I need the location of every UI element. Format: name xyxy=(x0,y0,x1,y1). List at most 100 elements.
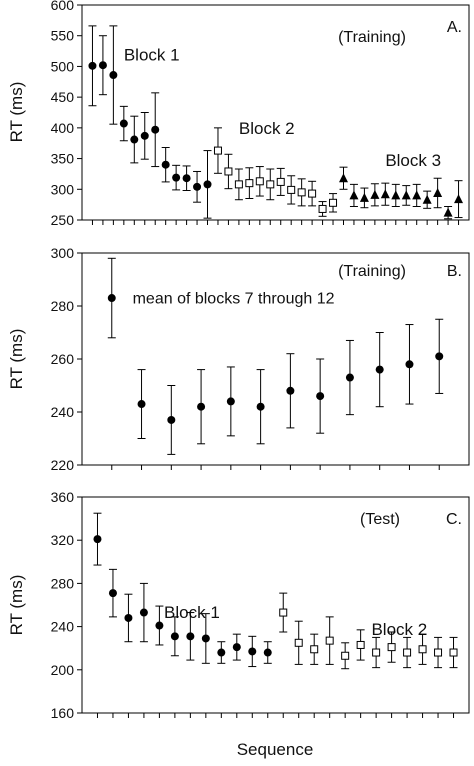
data-point xyxy=(203,180,212,189)
y-axis-label: RT (ms) xyxy=(7,82,26,143)
data-point xyxy=(107,294,116,303)
data-point xyxy=(224,167,233,176)
block-labels: Block 1 Block 2 Block 3 xyxy=(124,45,441,170)
y-tick-label: 600 xyxy=(51,0,75,13)
data-marks xyxy=(93,512,458,670)
y-tick-label: 200 xyxy=(51,662,75,678)
data-point xyxy=(359,192,369,202)
data-point xyxy=(380,189,390,199)
condition-label: (Training) xyxy=(338,263,406,280)
data-point xyxy=(422,194,432,204)
data-point xyxy=(170,632,179,641)
y-tick-label: 220 xyxy=(51,457,75,473)
y-ticks: 160 200 240 280 320 360 xyxy=(51,489,82,721)
data-point xyxy=(329,198,338,207)
y-tick-label: 250 xyxy=(51,212,75,228)
data-point xyxy=(266,180,275,189)
data-point xyxy=(401,190,411,200)
data-point xyxy=(286,386,295,395)
data-point xyxy=(98,61,107,70)
data-point xyxy=(349,190,359,200)
y-tick-label: 300 xyxy=(51,245,75,261)
annotations: mean of blocks 7 through 12 xyxy=(133,290,335,307)
y-tick-label: 240 xyxy=(51,619,75,635)
data-point xyxy=(370,189,380,199)
x-axis-label: Sequence xyxy=(237,740,314,759)
x-ticks xyxy=(91,220,460,225)
y-tick-label: 280 xyxy=(51,575,75,591)
panel-c: RT (ms) C. (Test) 160 200 240 280 320 360 Blo… xyxy=(7,489,470,721)
data-point xyxy=(140,131,149,140)
data-point xyxy=(186,632,195,641)
y-ticks: 220 240 260 280 300 xyxy=(51,245,82,473)
data-point xyxy=(434,648,443,657)
data-point xyxy=(279,608,288,617)
block-label: Block 2 xyxy=(371,620,427,639)
data-point xyxy=(255,177,264,186)
data-point xyxy=(161,160,170,169)
plot-frame xyxy=(81,496,470,714)
data-point xyxy=(155,621,164,630)
data-point xyxy=(108,589,117,598)
condition-label: (Test) xyxy=(360,511,400,528)
data-point xyxy=(316,392,325,401)
y-tick-label: 240 xyxy=(51,404,75,420)
y-axis-label: RT (ms) xyxy=(7,575,26,636)
data-point xyxy=(391,190,401,200)
panel-letter: C. xyxy=(446,511,462,528)
annotation-label: mean of blocks 7 through 12 xyxy=(133,290,335,307)
data-point xyxy=(93,535,102,544)
data-point xyxy=(418,645,427,654)
panel-a: RT (ms) A. (Training) 250 300 350 400 450 500… xyxy=(7,0,470,228)
y-tick-label: 500 xyxy=(51,58,75,74)
data-point xyxy=(405,360,414,369)
data-marks xyxy=(88,25,464,220)
y-axis-label: RT (ms) xyxy=(7,329,26,390)
y-tick-label: 400 xyxy=(51,120,75,136)
data-point xyxy=(276,177,285,186)
y-tick-label: 280 xyxy=(51,298,75,314)
block-label: Block 2 xyxy=(239,119,295,138)
data-point xyxy=(248,647,257,656)
y-tick-label: 300 xyxy=(51,181,75,197)
panel-letter: B. xyxy=(447,263,462,280)
y-tick-label: 450 xyxy=(51,89,75,105)
y-tick-label: 350 xyxy=(51,151,75,167)
data-point xyxy=(232,643,241,652)
data-point xyxy=(137,400,146,409)
data-point xyxy=(387,643,396,652)
data-point xyxy=(375,365,384,374)
data-point xyxy=(433,187,443,197)
data-point xyxy=(412,190,422,200)
data-marks xyxy=(107,257,444,455)
data-point xyxy=(139,608,148,617)
panel-b: RT (ms) B. (Training) 220 240 260 280 300 me… xyxy=(7,245,470,473)
plot-frame xyxy=(81,4,470,221)
data-point xyxy=(308,189,317,198)
data-point xyxy=(245,179,254,188)
data-point xyxy=(193,182,202,191)
x-ticks xyxy=(111,465,440,470)
data-point xyxy=(372,648,381,657)
data-point xyxy=(234,180,243,189)
data-point xyxy=(403,648,412,657)
data-point xyxy=(338,173,348,183)
data-point xyxy=(454,194,464,204)
y-tick-label: 550 xyxy=(51,28,75,44)
y-tick-label: 260 xyxy=(51,351,75,367)
data-point xyxy=(341,651,350,660)
data-point xyxy=(287,185,296,194)
x-ticks xyxy=(96,713,455,718)
data-point xyxy=(109,71,118,80)
data-point xyxy=(256,402,265,411)
data-point xyxy=(197,402,206,411)
data-point xyxy=(449,648,458,657)
data-point xyxy=(345,373,354,382)
data-point xyxy=(310,645,319,654)
y-tick-label: 320 xyxy=(51,532,75,548)
y-tick-label: 360 xyxy=(51,489,75,505)
panel-letter: A. xyxy=(447,19,462,36)
block-label: Block 1 xyxy=(124,45,180,64)
data-point xyxy=(318,204,327,213)
